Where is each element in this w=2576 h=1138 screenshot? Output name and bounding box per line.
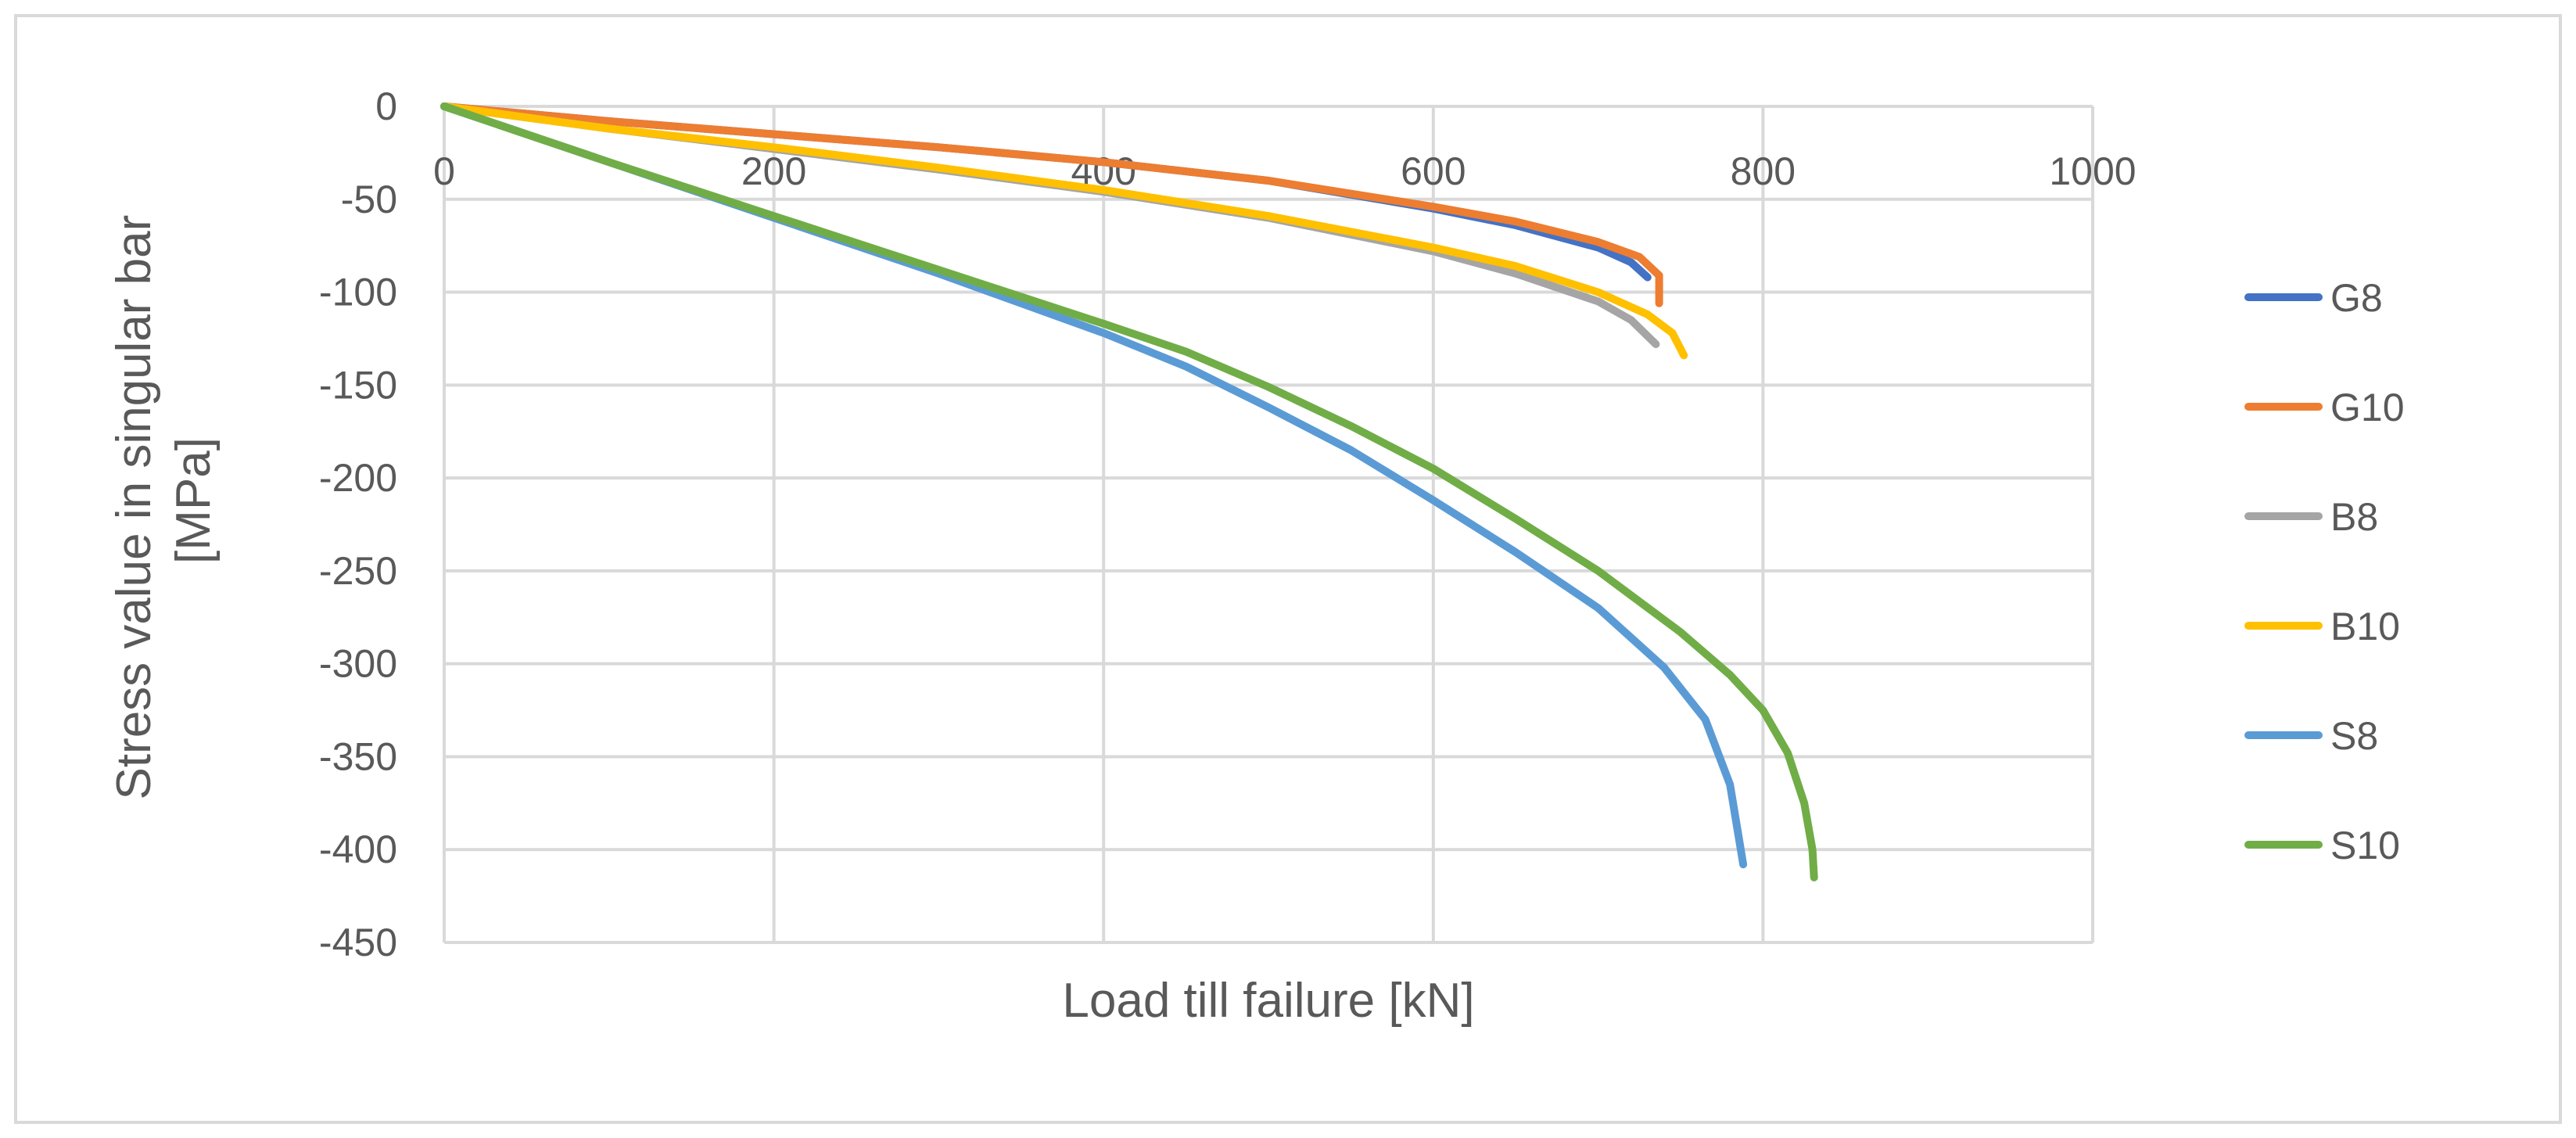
- legend-label-s10: S10: [2330, 824, 2400, 867]
- y-tick-label: -350: [319, 734, 397, 778]
- y-axis-tick-labels: 0 -50 -100 -150 -200 -250 -300 -350 -400 -450: [319, 84, 397, 964]
- y-tick-label: -400: [319, 827, 397, 871]
- y-tick-label: -150: [319, 363, 397, 407]
- legend-label-g8: G8: [2330, 276, 2383, 320]
- x-tick-label: 600: [1401, 149, 1466, 193]
- data-series: [440, 102, 1818, 881]
- y-tick-label: -100: [319, 271, 397, 314]
- series-line-s10: [440, 102, 1818, 881]
- legend: G8 G10 B8 B10 S8 S10: [2244, 276, 2405, 867]
- legend-label-b10: B10: [2330, 605, 2400, 648]
- series-line-b10: [440, 102, 1688, 360]
- y-axis-title: Stress value in singular bar [MPa]: [107, 201, 221, 799]
- y-axis-title-line-1: Stress value in singular bar: [107, 215, 161, 800]
- x-tick-label: 1000: [2049, 149, 2136, 193]
- x-axis-tick-labels: 0 200 400 600 800 1000: [433, 149, 2137, 193]
- y-tick-label: 0: [375, 84, 397, 128]
- series-line-g10: [440, 102, 1663, 307]
- x-axis-title: Load till failure [kN]: [1062, 974, 1474, 1028]
- y-tick-label: -250: [319, 549, 397, 593]
- legend-label-b8: B8: [2330, 495, 2378, 539]
- y-tick-label: -200: [319, 456, 397, 500]
- legend-label-s8: S8: [2330, 714, 2378, 758]
- x-tick-label: 0: [433, 149, 455, 193]
- x-tick-label: 200: [741, 149, 806, 193]
- y-axis-title-line-2: [MPa]: [167, 437, 221, 564]
- y-tick-label: -450: [319, 921, 397, 964]
- y-tick-label: -50: [341, 178, 397, 221]
- y-tick-label: -300: [319, 642, 397, 686]
- x-tick-label: 800: [1731, 149, 1796, 193]
- legend-label-g10: G10: [2330, 386, 2405, 429]
